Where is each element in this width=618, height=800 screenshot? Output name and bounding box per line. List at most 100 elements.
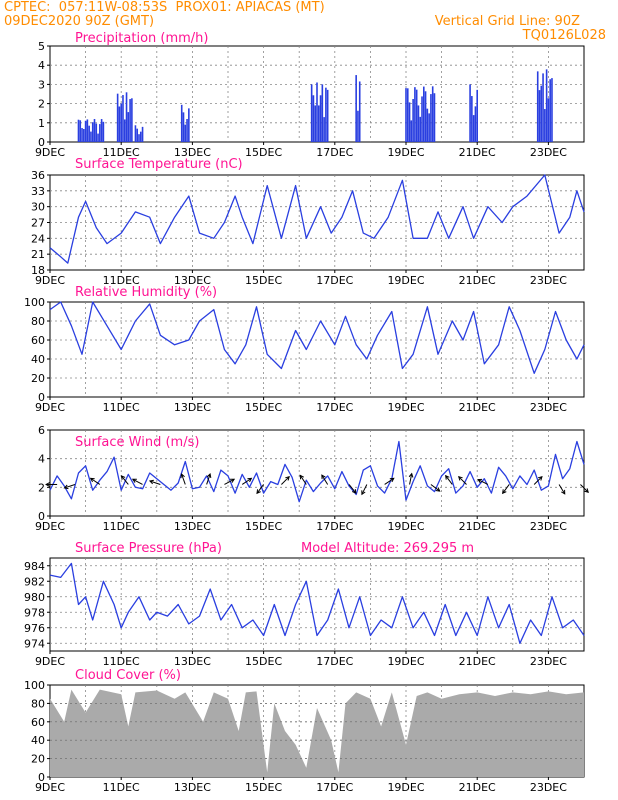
panel-surface-pressure-hpa: 974 976 978 980 982 984 9DEC 11DEC 13DEC 15DEC 17D… [24,541,585,668]
wind-arrow [206,473,211,485]
y-tick-label: 3 [38,78,45,91]
x-tick-label: 9DEC [35,520,65,533]
precip-bar [129,99,131,142]
precip-bar [545,69,548,142]
wind-arrow [64,483,76,489]
y-tick-label: 20 [31,372,45,385]
precip-bar [414,87,416,142]
precip-bar [408,102,411,142]
wind-arrow-head [89,477,95,483]
panel-title: Relative Humidity (%) [75,285,217,300]
x-tick-label: 13DEC [174,781,211,794]
panel-relative-humidity: 0 20 40 60 80 100 9DEC 11DEC 13DEC 15DEC 17DEC 19DE… [24,285,585,414]
precip-bar [542,73,544,142]
x-tick-label: 11DEC [103,274,140,287]
y-tick-label: 100 [24,679,45,692]
precip-bar [86,119,89,142]
precip-bar [182,112,185,142]
panel-cloud-cover: 0 20 40 60 80 100 9DEC 11DEC 13DEC 15DEC 17DEC 19DE… [24,668,585,794]
precip-bar [131,98,133,142]
precip-bar [314,105,317,142]
y-tick-label: 4 [38,59,45,72]
panel-subtitle: Model Altitude: 269.295 m [301,541,474,556]
series-line [49,301,585,374]
x-tick-label: 23DEC [530,655,567,668]
precip-bar [549,79,551,142]
x-tick-label: 21DEC [459,655,496,668]
y-tick-label: 2 [38,98,45,111]
x-tick-label: 19DEC [387,274,424,287]
wind-arrow [409,473,413,485]
wind-arrow [241,477,252,485]
x-tick-label: 13DEC [174,401,211,414]
y-tick-label: 0 [38,771,45,784]
y-tick-label: 5 [38,40,45,53]
y-tick-label: 24 [31,232,45,245]
wind-arrow-head [389,477,395,483]
panel-title: Cloud Cover (%) [75,668,181,683]
precip-bar [326,89,329,142]
x-tick-label: 23DEC [530,520,567,533]
y-tick-label: 27 [31,217,45,230]
y-tick-label: 18 [31,264,45,277]
precip-bar [123,119,126,142]
y-tick-label: 60 [31,716,45,729]
precip-bar [77,119,80,142]
panel-surface-wind-m-s: 0 2 4 6 9DEC 11DEC 13DEC 15DEC 17DEC 19DEC 21DEC 23… [35,424,589,533]
x-tick-label: 19DEC [387,401,424,414]
precip-bar [424,91,427,142]
wind-arrow-head [502,489,507,495]
wind-arrow [430,484,441,492]
precip-bar [180,104,183,142]
wind-arrow [445,475,453,485]
x-tick-label: 17DEC [316,146,353,159]
panel-surface-temperature-nc: 18 21 24 27 30 33 36 9DEC 11DEC 13DEC 15DEC 17DEC 19… [31,157,585,287]
y-tick-label: 30 [31,201,45,214]
wind-arrow-head [285,475,290,481]
precip-bar [102,121,105,142]
precip-bar [405,88,407,142]
precip-bar [412,99,414,142]
wind-arrow [224,478,235,485]
wind-arrow-head [537,475,543,481]
wind-arrow [256,484,265,494]
precip-bar [116,93,119,142]
header-date: 09DEC2020 90Z (GMT) [4,14,155,29]
precip-bar [419,116,422,142]
precip-bar [551,78,553,142]
wind-arrow [149,480,161,485]
y-tick-label: 21 [31,248,45,261]
panel-title: Surface Pressure (hPa) [75,541,222,556]
wind-arrow [90,477,101,485]
precip-bar [81,128,83,142]
y-tick-label: 976 [24,622,45,635]
x-tick-label: 9DEC [35,146,65,159]
y-tick-label: 984 [24,560,45,573]
y-tick-label: 40 [31,353,45,366]
precip-bar [125,92,128,142]
wind-arrow [580,484,589,493]
x-tick-label: 17DEC [316,401,353,414]
x-tick-label: 9DEC [35,274,65,287]
wind-arrow-head [321,474,326,480]
x-tick-label: 21DEC [459,520,496,533]
precip-bar [323,117,325,142]
y-tick-label: 0 [38,136,45,149]
wind-arrow [477,479,489,485]
precip-bar [423,86,425,142]
x-tick-label: 15DEC [245,274,282,287]
precip-bar [84,120,87,142]
precip-bar [120,103,122,142]
series-line [49,440,585,503]
wind-arrow [502,484,510,494]
x-tick-label: 23DEC [530,401,567,414]
header-model-code: TQ0126L028 [522,28,606,43]
precip-bar [118,106,121,142]
x-tick-label: 11DEC [103,655,140,668]
precip-bar [536,71,539,142]
precip-bar [544,109,546,142]
wind-arrow-head [352,489,357,494]
wind-arrow [348,484,357,494]
precip-bar [472,115,475,142]
x-tick-label: 15DEC [245,401,282,414]
